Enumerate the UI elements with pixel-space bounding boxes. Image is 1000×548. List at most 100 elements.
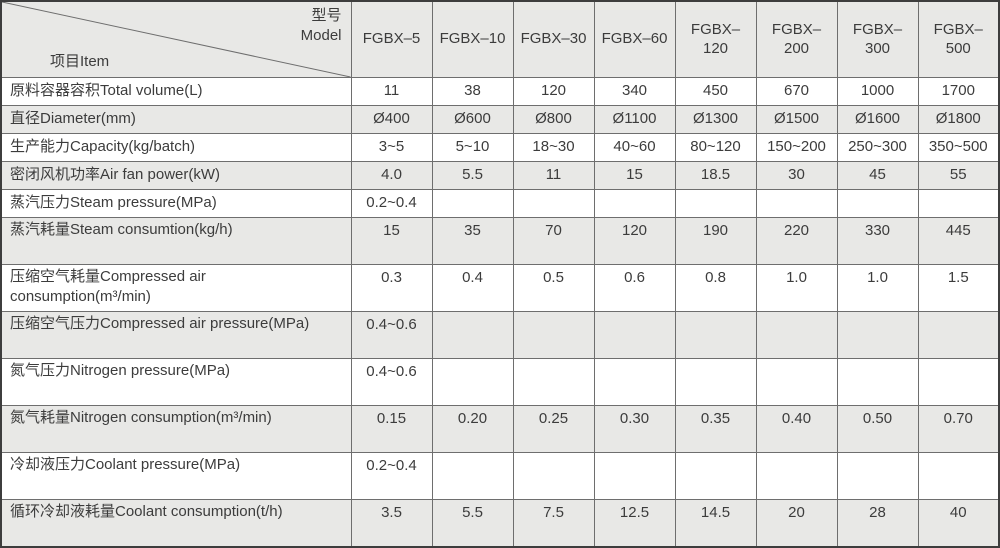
spec-value-cell: 670 bbox=[755, 77, 838, 106]
spec-value-cell bbox=[674, 358, 757, 406]
spec-value-cell: Ø600 bbox=[431, 105, 514, 134]
spec-value-cell bbox=[917, 311, 1000, 359]
column-header-fgbx-300: FGBX– 300 bbox=[836, 0, 919, 78]
spec-value-cell bbox=[431, 189, 514, 218]
model-label: 型号 Model bbox=[301, 6, 342, 45]
spec-value-cell: 70 bbox=[512, 217, 595, 265]
spec-table-header: 型号 Model 项目Item FGBX–5 FGBX–10 FGBX–30 FG… bbox=[0, 0, 1000, 78]
spec-value-cell: 7.5 bbox=[512, 499, 595, 547]
spec-value-cell bbox=[755, 189, 838, 218]
model-label-zh: 型号 bbox=[311, 7, 342, 24]
spec-value-cell: 15 bbox=[350, 217, 433, 265]
spec-value-cell: 11 bbox=[512, 161, 595, 190]
spec-value-cell: 1000 bbox=[836, 77, 919, 106]
row-label: 原料容器容积Total volume(L) bbox=[0, 77, 352, 106]
spec-value-cell: 35 bbox=[431, 217, 514, 265]
row-label: 密闭风机功率Air fan power(kW) bbox=[0, 161, 352, 190]
row-label: 冷却液压力Coolant pressure(MPa) bbox=[0, 452, 352, 500]
spec-value-cell: 1.0 bbox=[755, 264, 838, 312]
spec-value-cell: 190 bbox=[674, 217, 757, 265]
spec-value-cell bbox=[431, 358, 514, 406]
table-row: 直径Diameter(mm) Ø400 Ø600 Ø800 Ø1100 Ø1300 Ø150… bbox=[0, 105, 1000, 134]
spec-value-cell: Ø800 bbox=[512, 105, 595, 134]
spec-value-cell: 40~60 bbox=[593, 133, 676, 162]
column-header-fgbx-120: FGBX– 120 bbox=[674, 0, 757, 78]
spec-value-cell: 12.5 bbox=[593, 499, 676, 547]
spec-value-cell bbox=[512, 452, 595, 500]
spec-value-cell bbox=[836, 358, 919, 406]
spec-value-cell: 30 bbox=[755, 161, 838, 190]
spec-value-cell: 3~5 bbox=[350, 133, 433, 162]
spec-value-cell: 0.4~0.6 bbox=[350, 358, 433, 406]
spec-value-cell: 350~500 bbox=[917, 133, 1000, 162]
spec-value-cell: Ø1800 bbox=[917, 105, 1000, 134]
spec-value-cell: 15 bbox=[593, 161, 676, 190]
spec-value-cell bbox=[593, 311, 676, 359]
spec-value-cell: Ø1100 bbox=[593, 105, 676, 134]
table-row: 原料容器容积Total volume(L) 11 38 120 340 450 670 100… bbox=[0, 77, 1000, 106]
spec-value-cell: 18~30 bbox=[512, 133, 595, 162]
spec-value-cell bbox=[917, 189, 1000, 218]
spec-value-cell bbox=[755, 311, 838, 359]
table-row: 密闭风机功率Air fan power(kW) 4.0 5.5 11 15 18.5 30 4… bbox=[0, 161, 1000, 190]
table-row: 循环冷却液耗量Coolant consumption(t/h) 3.5 5.5 7.5… bbox=[0, 499, 1000, 547]
spec-value-cell bbox=[431, 311, 514, 359]
spec-value-cell bbox=[674, 452, 757, 500]
spec-value-cell bbox=[512, 311, 595, 359]
spec-value-cell: 250~300 bbox=[836, 133, 919, 162]
spec-value-cell: Ø400 bbox=[350, 105, 433, 134]
row-label: 压缩空气耗量Compressed air consumption(m³/min) bbox=[0, 264, 352, 312]
row-label: 压缩空气压力Compressed air pressure(MPa) bbox=[0, 311, 352, 359]
spec-value-cell: 120 bbox=[593, 217, 676, 265]
column-header-fgbx-30: FGBX–30 bbox=[512, 0, 595, 78]
spec-value-cell: 0.5 bbox=[512, 264, 595, 312]
spec-value-cell: 0.8 bbox=[674, 264, 757, 312]
spec-value-cell: 0.15 bbox=[350, 405, 433, 453]
spec-value-cell: 1.0 bbox=[836, 264, 919, 312]
column-header-fgbx-10: FGBX–10 bbox=[431, 0, 514, 78]
table-row: 冷却液压力Coolant pressure(MPa) 0.2~0.4 bbox=[0, 452, 1000, 500]
spec-value-cell: 445 bbox=[917, 217, 1000, 265]
spec-value-cell: 450 bbox=[674, 77, 757, 106]
spec-value-cell bbox=[674, 311, 757, 359]
spec-value-cell bbox=[593, 452, 676, 500]
spec-value-cell bbox=[593, 358, 676, 406]
spec-value-cell: 0.50 bbox=[836, 405, 919, 453]
table-row: 蒸汽压力Steam pressure(MPa) 0.2~0.4 bbox=[0, 189, 1000, 218]
spec-value-cell bbox=[431, 452, 514, 500]
spec-value-cell: 0.70 bbox=[917, 405, 1000, 453]
spec-value-cell: 0.4 bbox=[431, 264, 514, 312]
spec-value-cell: 14.5 bbox=[674, 499, 757, 547]
spec-value-cell: Ø1500 bbox=[755, 105, 838, 134]
spec-value-cell: 1.5 bbox=[917, 264, 1000, 312]
spec-value-cell: 45 bbox=[836, 161, 919, 190]
spec-value-cell bbox=[755, 452, 838, 500]
spec-value-cell: 20 bbox=[755, 499, 838, 547]
spec-value-cell: 0.20 bbox=[431, 405, 514, 453]
column-header-fgbx-60: FGBX–60 bbox=[593, 0, 676, 78]
table-row: 压缩空气耗量Compressed air consumption(m³/min)… bbox=[0, 264, 1000, 312]
spec-value-cell: 0.40 bbox=[755, 405, 838, 453]
spec-value-cell bbox=[836, 311, 919, 359]
spec-value-cell: Ø1300 bbox=[674, 105, 757, 134]
column-header-fgbx-200: FGBX– 200 bbox=[755, 0, 838, 78]
column-header-fgbx-500: FGBX– 500 bbox=[917, 0, 1000, 78]
column-header-fgbx-5: FGBX–5 bbox=[350, 0, 433, 78]
header-diagonal-cell: 型号 Model 项目Item bbox=[0, 0, 352, 78]
spec-value-cell: 55 bbox=[917, 161, 1000, 190]
spec-value-cell bbox=[917, 358, 1000, 406]
row-label: 氮气耗量Nitrogen consumption(m³/min) bbox=[0, 405, 352, 453]
model-label-en: Model bbox=[300, 26, 342, 44]
spec-value-cell bbox=[755, 358, 838, 406]
table-row: 氮气耗量Nitrogen consumption(m³/min) 0.15 0.20… bbox=[0, 405, 1000, 453]
row-label: 循环冷却液耗量Coolant consumption(t/h) bbox=[0, 499, 352, 547]
spec-value-cell: 0.35 bbox=[674, 405, 757, 453]
spec-value-cell: 150~200 bbox=[755, 133, 838, 162]
spec-value-cell bbox=[917, 452, 1000, 500]
spec-value-cell: 120 bbox=[512, 77, 595, 106]
spec-table-body: 原料容器容积Total volume(L) 11 38 120 340 450 670 100… bbox=[0, 77, 1000, 547]
spec-value-cell: 3.5 bbox=[350, 499, 433, 547]
spec-value-cell: 0.4~0.6 bbox=[350, 311, 433, 359]
